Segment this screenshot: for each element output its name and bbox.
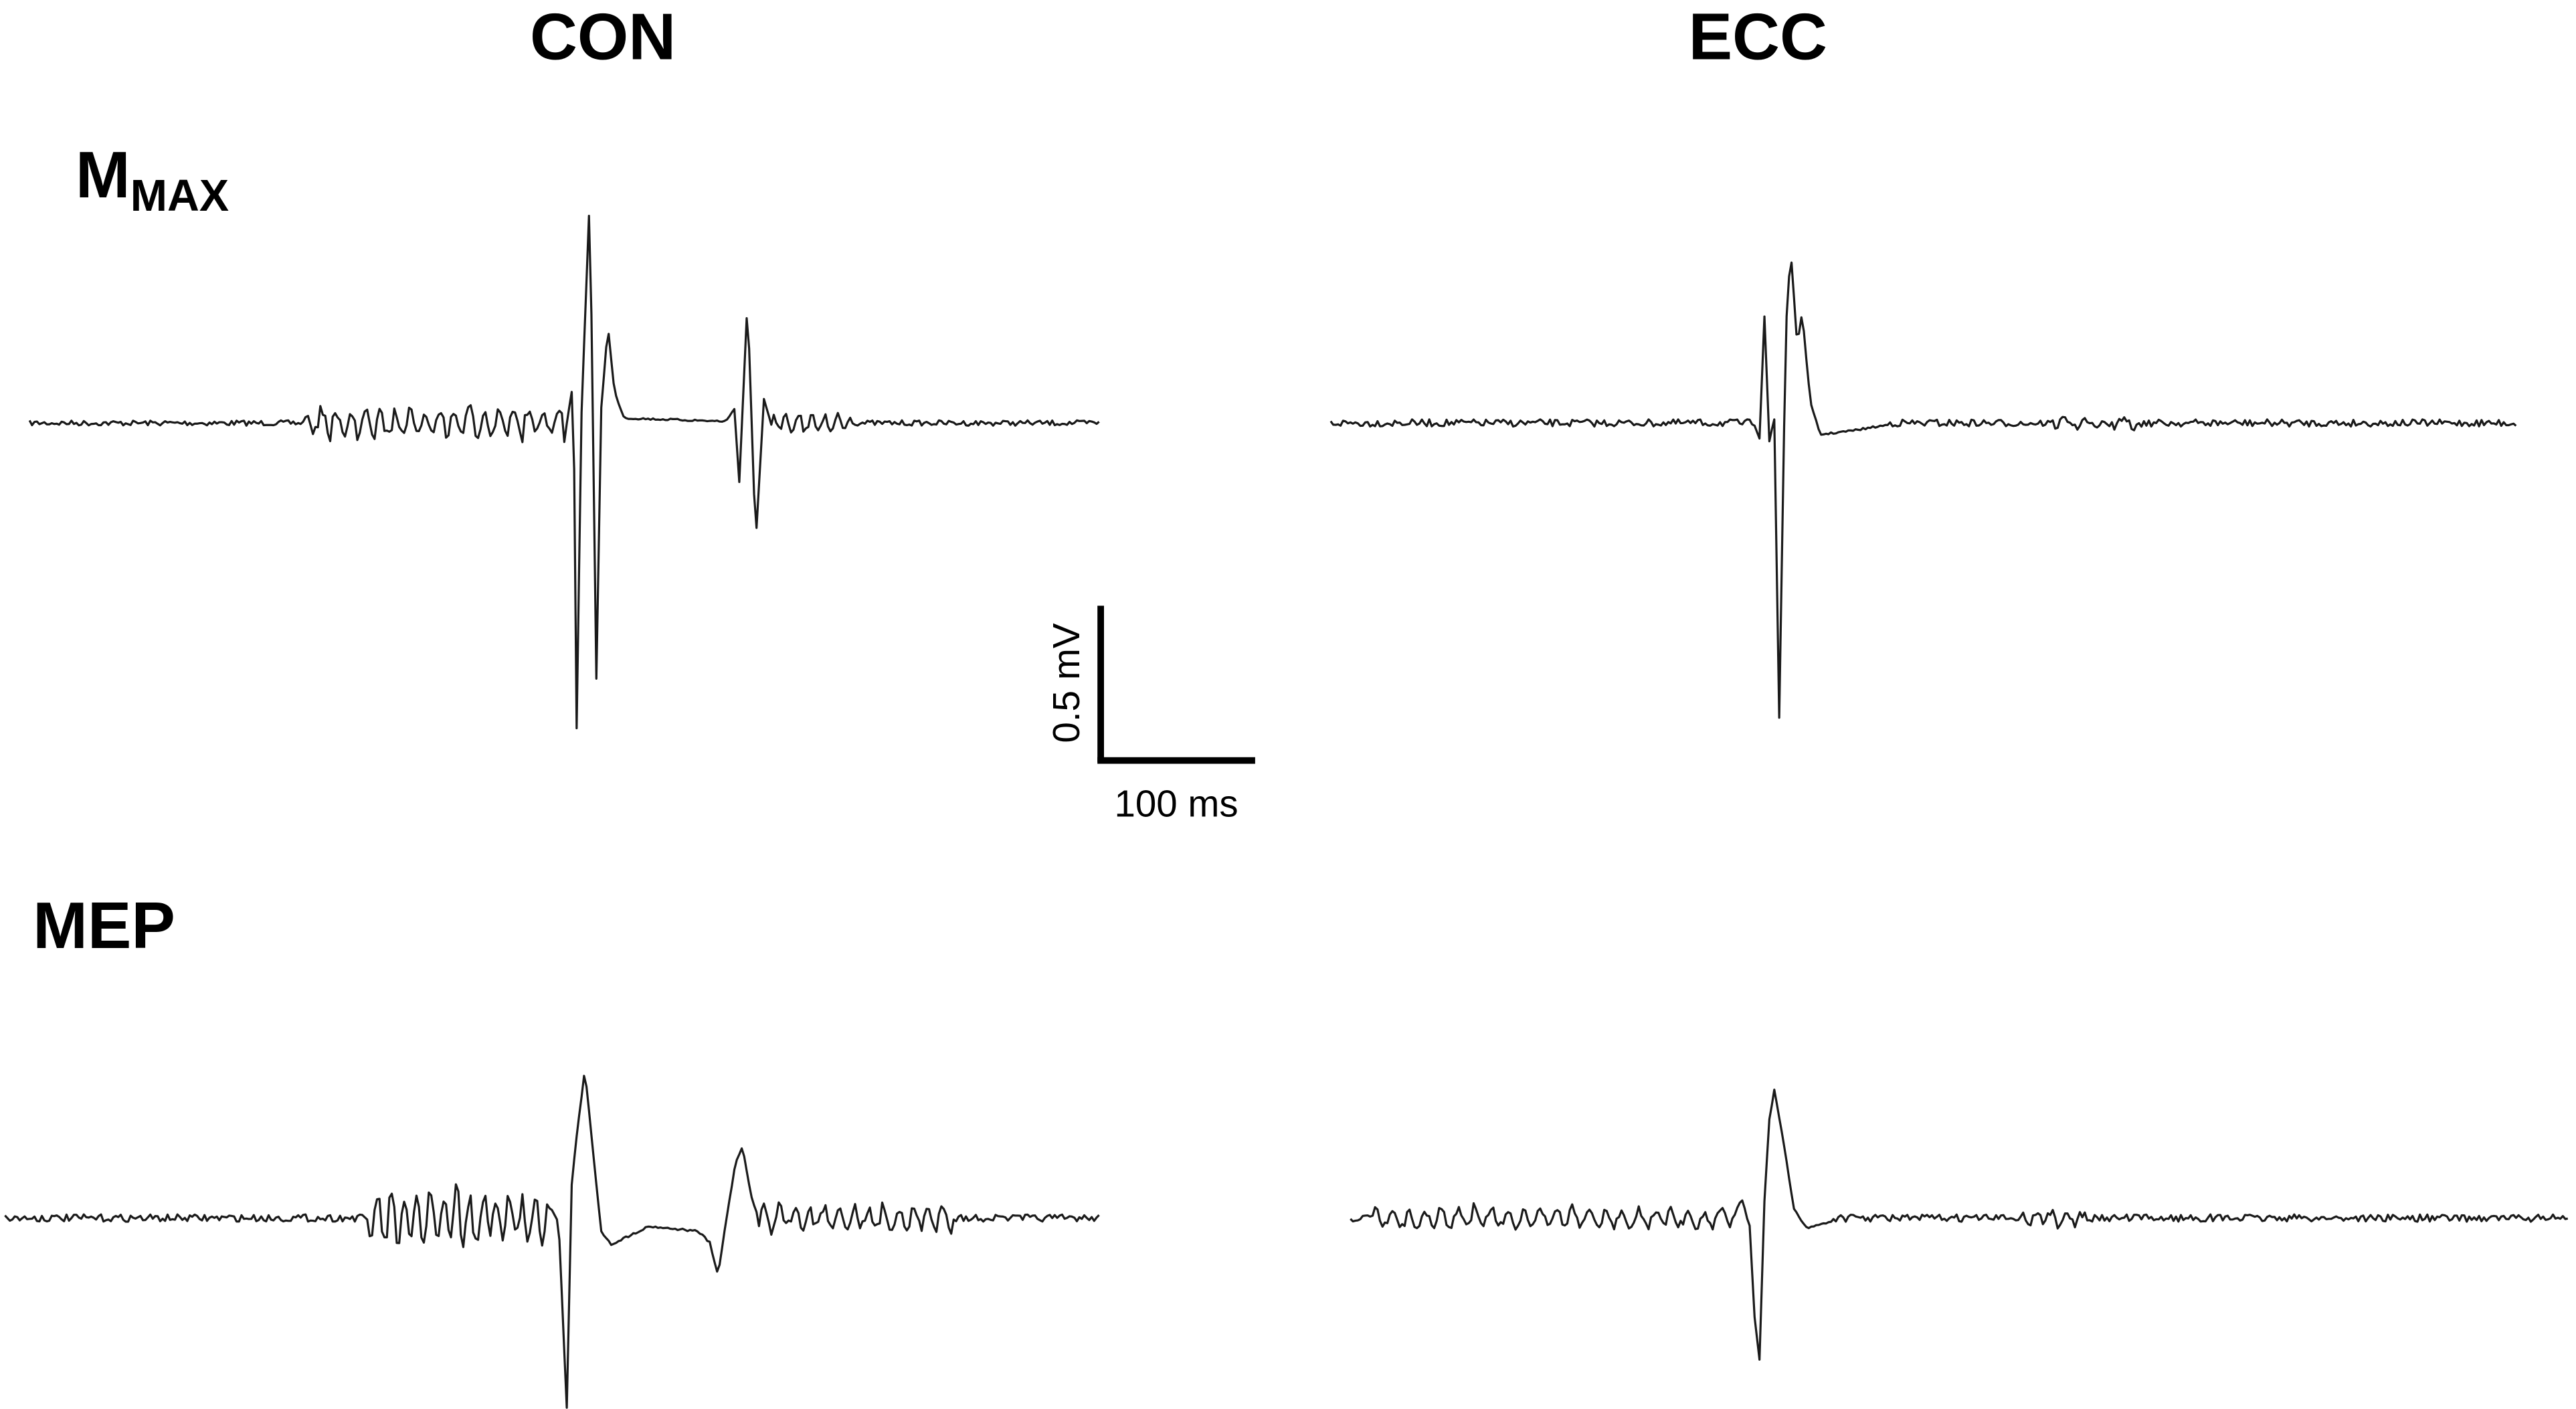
emg-trace xyxy=(1350,1089,2569,1361)
scale-bar-label: 0.5 mV xyxy=(1045,623,1087,743)
scale-bar-label: 100 ms xyxy=(1114,782,1238,824)
emg-trace xyxy=(1329,261,2517,719)
row-label: MEP xyxy=(33,888,175,962)
emg-trace xyxy=(28,214,1100,730)
column-title: ECC xyxy=(1689,0,1827,74)
column-title: CON xyxy=(530,0,676,74)
row-label: MMAX xyxy=(76,138,229,221)
row-label-subscript: MAX xyxy=(130,171,229,221)
scale-bar: 0.5 mV 100 ms xyxy=(1045,605,1255,824)
traces xyxy=(4,214,2569,1409)
row-label-main: M xyxy=(76,138,130,211)
emg-trace xyxy=(4,1074,1100,1409)
